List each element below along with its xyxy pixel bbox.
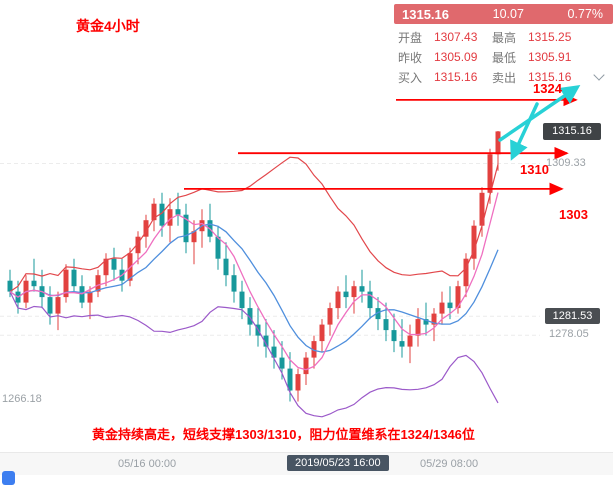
analysis-note: 黄金持续高走，短线支撑1303/1310，阻力位置维系在1324/1346位: [92, 427, 475, 442]
left-low-price-label: 1266.18: [2, 393, 42, 405]
ask-label: 卖出: [492, 70, 517, 85]
x-axis-highlight-date: 2019/05/23 16:00: [287, 455, 389, 471]
quote-row-open-high: 开盘 1307.43 最高 1315.25: [398, 27, 613, 47]
last-price: 1315.16: [402, 6, 449, 22]
x-axis-label-left: 05/16 00:00: [118, 458, 177, 470]
price-change: 10.07: [492, 7, 524, 21]
quote-header: 1315.16 10.07 0.77%: [394, 4, 613, 24]
low-value: 1305.91: [528, 50, 572, 64]
low-label: 最低: [492, 50, 517, 65]
quote-detail-rows: 开盘 1307.43 最高 1315.25 昨收 1305.09 最低 1305…: [394, 24, 613, 87]
ask-value: 1315.16: [528, 70, 572, 84]
resistance-label-1324: 1324: [533, 81, 562, 96]
price-change-percent: 0.77%: [567, 7, 603, 21]
open-label: 开盘: [398, 30, 423, 45]
bid-label: 买入: [398, 70, 423, 85]
open-value: 1307.43: [434, 30, 478, 44]
bottom-left-app-icon[interactable]: [2, 471, 15, 485]
quote-panel: 1315.16 10.07 0.77% 开盘 1307.43 最高 1315.2…: [394, 4, 613, 87]
high-label: 最高: [492, 30, 517, 45]
pivot-price-tag-mid: 1281.53: [545, 308, 600, 324]
quote-row-bid-ask: 买入 1315.16 卖出 1315.16: [398, 67, 613, 87]
prev-close-value: 1305.09: [434, 50, 478, 64]
x-axis-label-right: 05/29 08:00: [420, 458, 479, 470]
quote-row-prevclose-low: 昨收 1305.09 最低 1305.91: [398, 47, 613, 67]
x-axis-bar: 05/16 00:00 2019/05/23 16:00 05/29 08:00: [0, 452, 613, 475]
current-price-tag: 1315.16: [543, 123, 601, 140]
bid-value: 1315.16: [434, 70, 478, 84]
resistance-label-1303: 1303: [559, 207, 588, 222]
pivot-price-label-high: 1309.33: [546, 157, 586, 169]
prev-close-label: 昨收: [398, 50, 423, 65]
resistance-label-1310: 1310: [520, 162, 549, 177]
pivot-price-label-low: 1278.05: [549, 328, 589, 340]
high-value: 1315.25: [528, 30, 572, 44]
price-chart-canvas[interactable]: [0, 0, 613, 452]
chart-title: 黄金4小时: [76, 18, 140, 34]
